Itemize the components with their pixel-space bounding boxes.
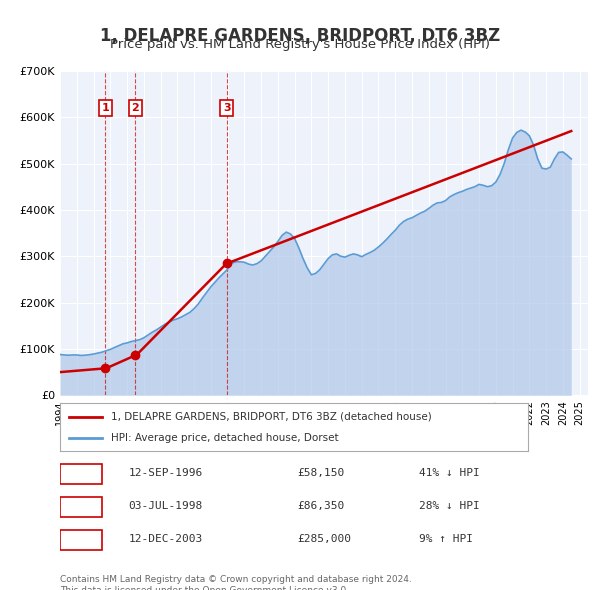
Text: Price paid vs. HM Land Registry's House Price Index (HPI): Price paid vs. HM Land Registry's House … [110, 38, 490, 51]
Text: 1, DELAPRE GARDENS, BRIDPORT, DT6 3BZ: 1, DELAPRE GARDENS, BRIDPORT, DT6 3BZ [100, 27, 500, 45]
Text: Contains HM Land Registry data © Crown copyright and database right 2024.
This d: Contains HM Land Registry data © Crown c… [60, 575, 412, 590]
Text: 1: 1 [77, 468, 85, 478]
Text: 3: 3 [223, 103, 230, 113]
Text: £58,150: £58,150 [298, 468, 345, 478]
Text: 9% ↑ HPI: 9% ↑ HPI [419, 534, 473, 544]
FancyBboxPatch shape [60, 497, 102, 517]
Text: 03-JUL-1998: 03-JUL-1998 [128, 501, 203, 511]
Text: 41% ↓ HPI: 41% ↓ HPI [419, 468, 480, 478]
Text: 2: 2 [131, 103, 139, 113]
Text: 1, DELAPRE GARDENS, BRIDPORT, DT6 3BZ (detached house): 1, DELAPRE GARDENS, BRIDPORT, DT6 3BZ (d… [112, 411, 432, 421]
FancyBboxPatch shape [60, 464, 102, 484]
Text: £285,000: £285,000 [298, 534, 352, 544]
Text: 12-SEP-1996: 12-SEP-1996 [128, 468, 203, 478]
FancyBboxPatch shape [60, 530, 102, 550]
Text: 1: 1 [101, 103, 109, 113]
Text: 2: 2 [77, 501, 85, 511]
Text: 3: 3 [77, 534, 85, 544]
Text: 28% ↓ HPI: 28% ↓ HPI [419, 501, 480, 511]
Text: HPI: Average price, detached house, Dorset: HPI: Average price, detached house, Dors… [112, 433, 339, 443]
Text: 12-DEC-2003: 12-DEC-2003 [128, 534, 203, 544]
Text: £86,350: £86,350 [298, 501, 345, 511]
